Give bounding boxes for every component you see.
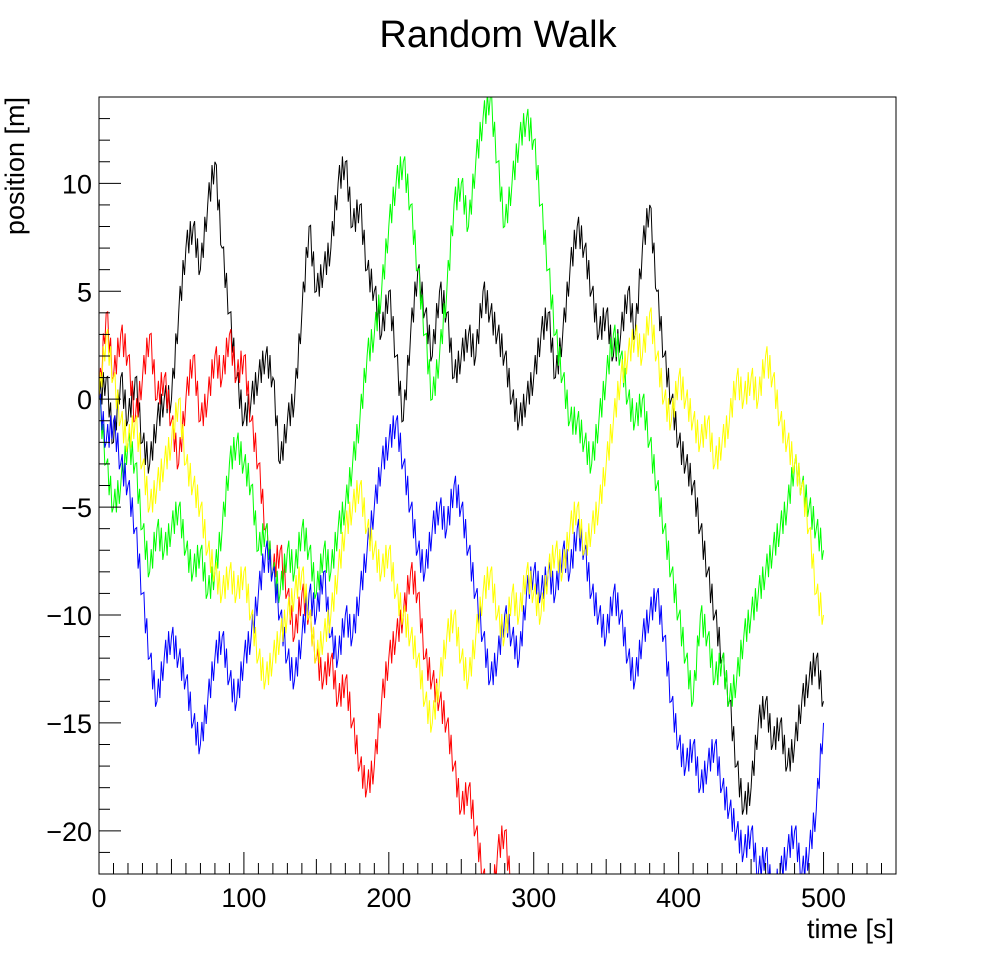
y-tick-label: −10 [46,601,92,631]
chart-title: Random Walk [379,14,617,56]
series-line-3 [99,97,824,707]
x-tick-label: 400 [656,883,701,913]
series-line-5 [99,307,824,733]
x-axis-label: time [s] [807,914,894,944]
y-tick-label: −20 [46,817,92,847]
series-layer [99,97,824,874]
x-axis: 0 100 200 300 400 500 [91,852,897,913]
x-tick-label: 100 [221,883,266,913]
y-tick-label: −5 [61,493,92,523]
y-tick-label: 10 [62,169,92,199]
x-tick-label: 300 [511,883,556,913]
plot-frame [98,96,897,875]
series-line-4 [99,393,824,874]
y-tick-label: 0 [77,385,92,415]
y-axis: −20 −15 −10 −5 0 5 10 [46,96,121,875]
series-line-1 [99,156,824,815]
x-tick-label: 200 [366,883,411,913]
y-tick-label: 5 [77,277,92,307]
y-tick-label: −15 [46,709,92,739]
x-tick-label: 500 [801,883,846,913]
y-axis-label: position [m] [0,97,30,235]
x-tick-label: 0 [91,883,106,913]
